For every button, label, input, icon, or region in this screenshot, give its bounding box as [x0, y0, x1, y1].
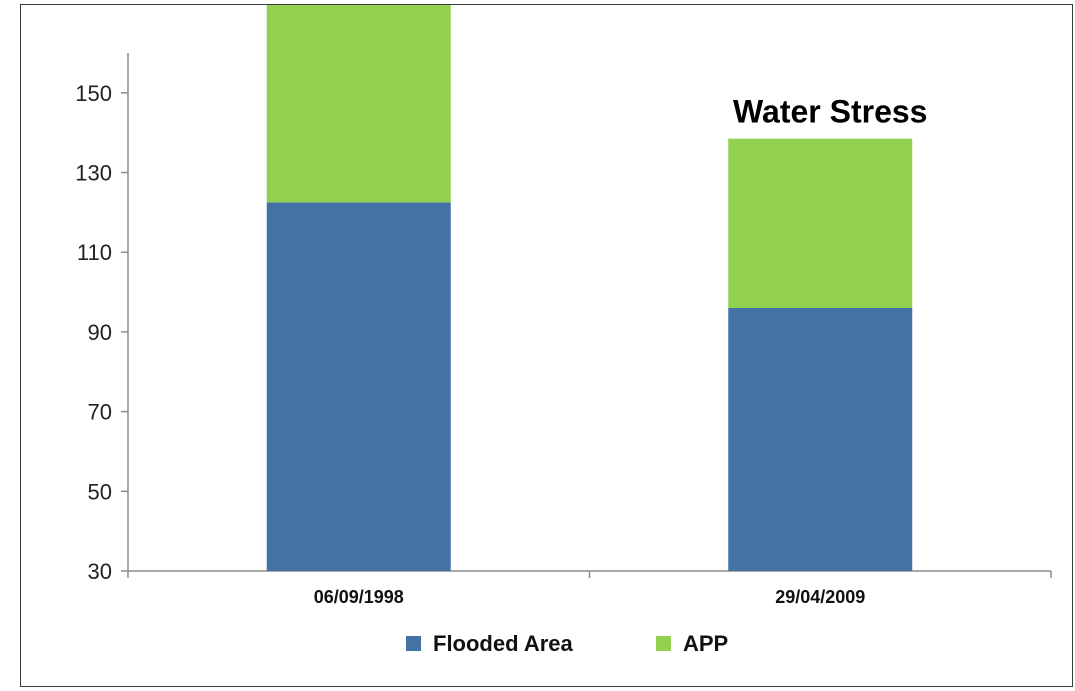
bar-flooded-area-1 — [266, 202, 451, 571]
legend-swatch-app — [656, 636, 671, 651]
y-tick-label: 30 — [88, 559, 112, 584]
y-tick-label: 70 — [88, 400, 112, 425]
legend-swatch-flooded-area — [406, 636, 421, 651]
bars — [266, 5, 913, 571]
x-category-label: 06/09/1998 — [314, 587, 404, 607]
annotation-label: Water Stress — [733, 94, 927, 130]
legend-label: APP — [683, 631, 728, 656]
y-tick-label: 90 — [88, 320, 112, 345]
bar-app-2 — [728, 138, 913, 309]
axes: 30 50 70 90 110 130 150 — [75, 53, 1052, 584]
legend: Flooded Area APP — [406, 631, 728, 656]
x-category-label: 29/04/2009 — [775, 587, 865, 607]
y-tick-label: 110 — [77, 240, 112, 265]
chart-frame: 30 50 70 90 110 130 150 06/09/1998 29/04/2009 Wa… — [20, 4, 1073, 687]
legend-label: Flooded Area — [433, 631, 574, 656]
bar-app-1 — [266, 5, 451, 203]
y-tick-label: 150 — [75, 81, 112, 106]
stacked-bar-chart: 30 50 70 90 110 130 150 06/09/1998 29/04/2009 Wa… — [75, 5, 1052, 656]
bar-flooded-area-2 — [728, 308, 913, 571]
y-tick-label: 130 — [75, 161, 112, 186]
y-tick-label: 50 — [88, 479, 112, 504]
